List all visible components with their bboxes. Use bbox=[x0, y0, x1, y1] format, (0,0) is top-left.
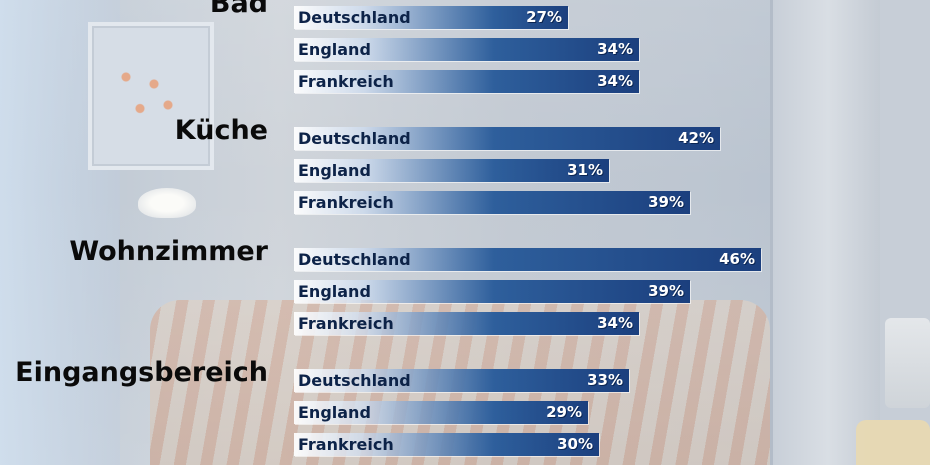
bar-value-label: 42% bbox=[678, 129, 714, 147]
bar-value-label: 39% bbox=[648, 282, 684, 300]
bar-deutschland: Deutschland 33% bbox=[294, 369, 629, 392]
bar-frankreich: Frankreich 39% bbox=[294, 191, 690, 214]
category-label: Küche bbox=[174, 115, 268, 146]
bar-country-label: Deutschland bbox=[298, 8, 411, 27]
bar-frankreich: Frankreich 34% bbox=[294, 312, 639, 335]
bar-country-label: England bbox=[298, 161, 371, 180]
bar-value-label: 31% bbox=[567, 161, 603, 179]
door bbox=[770, 0, 883, 465]
bar-country-label: Frankreich bbox=[298, 72, 394, 91]
wall-picture bbox=[88, 22, 214, 170]
bar-deutschland: Deutschland 46% bbox=[294, 248, 761, 271]
bar-value-label: 29% bbox=[546, 403, 582, 421]
bar-frankreich: Frankreich 34% bbox=[294, 70, 639, 93]
bar-england: England 34% bbox=[294, 38, 639, 61]
category-label: Eingangsbereich bbox=[15, 357, 268, 388]
bar-value-label: 30% bbox=[557, 435, 593, 453]
bar-frankreich: Frankreich 30% bbox=[294, 433, 599, 456]
bar-england: England 29% bbox=[294, 401, 588, 424]
bar-country-label: England bbox=[298, 282, 371, 301]
bar-country-label: England bbox=[298, 403, 371, 422]
bar-country-label: Frankreich bbox=[298, 435, 394, 454]
bar-value-label: 33% bbox=[587, 371, 623, 389]
chair bbox=[856, 420, 930, 465]
radiator bbox=[885, 318, 930, 408]
bar-england: England 31% bbox=[294, 159, 609, 182]
bar-deutschland: Deutschland 42% bbox=[294, 127, 720, 150]
category-label: Wohnzimmer bbox=[69, 236, 268, 267]
bar-value-label: 34% bbox=[597, 314, 633, 332]
bar-value-label: 46% bbox=[719, 250, 755, 268]
bar-country-label: Frankreich bbox=[298, 193, 394, 212]
category-label: Bad bbox=[209, 0, 268, 19]
bar-value-label: 39% bbox=[648, 193, 684, 211]
bar-england: England 39% bbox=[294, 280, 690, 303]
bar-value-label: 27% bbox=[526, 8, 562, 26]
bar-deutschland: Deutschland 27% bbox=[294, 6, 568, 29]
bar-country-label: Deutschland bbox=[298, 129, 411, 148]
wall-lamp bbox=[138, 188, 196, 218]
bar-country-label: England bbox=[298, 40, 371, 59]
bar-value-label: 34% bbox=[597, 72, 633, 90]
bar-country-label: Deutschland bbox=[298, 371, 411, 390]
bar-country-label: Frankreich bbox=[298, 314, 394, 333]
bar-country-label: Deutschland bbox=[298, 250, 411, 269]
bar-value-label: 34% bbox=[597, 40, 633, 58]
